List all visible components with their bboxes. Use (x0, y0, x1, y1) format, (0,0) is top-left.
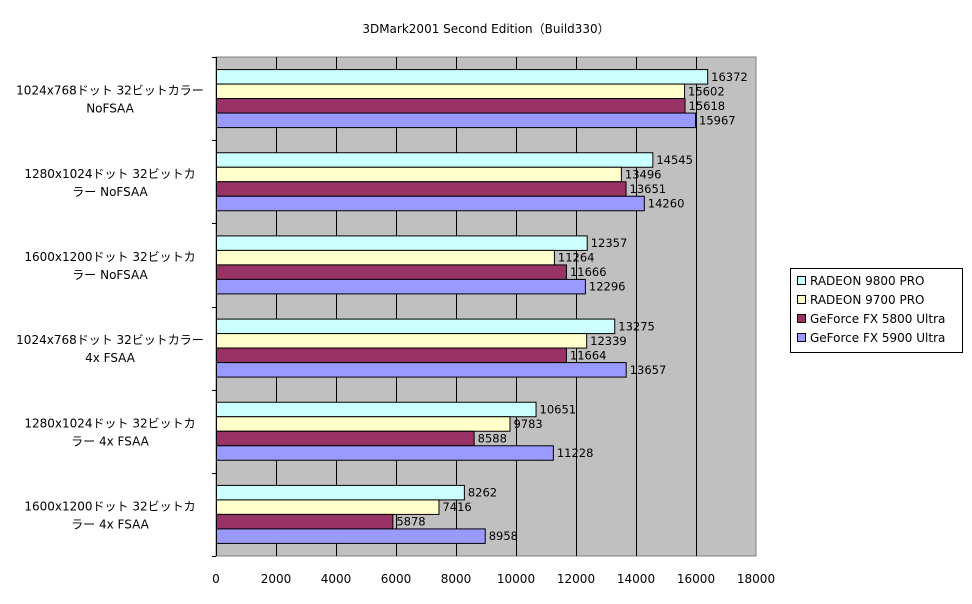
category-label-line: 1024x768ドット 32ビットカラー (16, 84, 204, 98)
legend-label: GeForce FX 5800 Ultra (810, 312, 945, 326)
data-label: 5878 (396, 515, 425, 529)
data-label: 16372 (711, 70, 748, 84)
legend-box (790, 268, 963, 353)
data-label: 11264 (558, 251, 595, 265)
data-label: 12339 (590, 334, 627, 348)
bar (216, 484, 465, 501)
legend-swatch (797, 276, 806, 285)
x-tick-label: 14000 (617, 572, 655, 586)
bar (216, 362, 627, 378)
category-label: 1024x768ドット 32ビットカラー NoFSAA (16, 84, 204, 116)
x-tick-label: 8000 (441, 572, 472, 586)
bar (216, 235, 588, 251)
x-axis-tick-labels: 0 2000 4000 6000 8000 10000 12000 14000 16000 180… (212, 572, 775, 586)
legend-swatch (797, 295, 806, 304)
legend-label: RADEON 9700 PRO (810, 293, 925, 307)
data-label: 13496 (625, 168, 662, 182)
category-label-line: ラー 4x FSAA (71, 434, 149, 448)
bar (216, 333, 588, 349)
data-label: 15618 (689, 99, 726, 113)
legend: RADEON 9800 PRO RADEON 9700 PRO GeForce FX… (790, 268, 963, 353)
category-label-line: 1600x1200ドット 32ビットカ (24, 250, 195, 264)
bar (216, 318, 616, 335)
data-label: 8262 (468, 486, 497, 500)
plot-background (215, 56, 757, 557)
bar (216, 166, 622, 183)
bar (216, 69, 709, 85)
category-labels: 1024x768ドット 32ビットカラー NoFSAA 1280x1024ドット 3… (16, 84, 204, 532)
category-label: 1280x1024ドット 32ビットカラー NoFSAA (24, 167, 195, 199)
category-label-line: 1600x1200ドット 32ビットカ (24, 499, 195, 513)
x-tick-label: 12000 (557, 572, 595, 586)
chart-title: 3DMark2001 Second Edition（Build330） (362, 22, 609, 36)
data-label: 14545 (656, 153, 693, 167)
category-label: 1600x1200ドット 32ビットカラー 4x FSAA (24, 499, 195, 531)
category-label-line: NoFSAA (86, 102, 134, 116)
bar (216, 264, 567, 280)
data-label: 11228 (557, 446, 594, 460)
data-label: 13651 (630, 182, 667, 196)
category-label-line: ラー 4x FSAA (71, 517, 149, 531)
bar (216, 249, 555, 266)
x-tick-label: 0 (212, 572, 220, 586)
bar (216, 499, 440, 515)
category-label-line: 1280x1024ドット 32ビットカ (24, 416, 195, 430)
bar (216, 445, 554, 461)
data-label: 12296 (589, 280, 626, 294)
bar (216, 98, 686, 114)
x-tick-label: 4000 (321, 572, 352, 586)
legend-label: GeForce FX 5900 Ultra (810, 331, 945, 345)
bar (216, 401, 537, 418)
bar (216, 278, 586, 295)
bar (216, 152, 654, 168)
x-tick-label: 2000 (261, 572, 292, 586)
category-label-line: ラー NoFSAA (72, 185, 148, 199)
bar (216, 513, 394, 530)
bar (216, 195, 645, 212)
category-label-line: ラー NoFSAA (72, 268, 148, 282)
category-label: 1280x1024ドット 32ビットカラー 4x FSAA (24, 416, 195, 448)
category-label-line: 1280x1024ドット 32ビットカ (24, 167, 195, 181)
x-tick-label: 18000 (737, 572, 775, 586)
data-label: 9783 (513, 417, 542, 431)
data-label: 11664 (570, 348, 607, 362)
data-label: 13275 (618, 319, 655, 333)
category-label-line: 4x FSAA (85, 351, 136, 365)
bar (216, 112, 697, 129)
category-label: 1024x768ドット 32ビットカラー 4x FSAA (16, 333, 204, 365)
data-label: 7416 (442, 500, 471, 514)
legend-label: RADEON 9800 PRO (810, 274, 925, 288)
bar (216, 528, 486, 544)
data-label: 15602 (688, 84, 725, 98)
bar (216, 181, 627, 197)
category-label-line: 1024x768ドット 32ビットカラー (16, 333, 204, 347)
data-label: 12357 (591, 236, 628, 250)
bar (216, 430, 475, 447)
bar (216, 83, 686, 100)
data-label: 14260 (648, 197, 685, 211)
data-label: 15967 (699, 113, 736, 127)
data-label: 11666 (570, 265, 607, 279)
bar (216, 347, 567, 364)
data-label: 8588 (478, 432, 507, 446)
category-label: 1600x1200ドット 32ビットカラー NoFSAA (24, 250, 195, 282)
data-label: 13657 (630, 363, 667, 377)
legend-swatch (797, 333, 806, 342)
data-label: 10651 (540, 403, 577, 417)
bar (216, 416, 511, 432)
x-tick-label: 6000 (381, 572, 412, 586)
data-label: 8958 (489, 529, 518, 543)
x-tick-label: 10000 (497, 572, 535, 586)
legend-swatch (797, 314, 806, 323)
x-tick-label: 16000 (677, 572, 715, 586)
